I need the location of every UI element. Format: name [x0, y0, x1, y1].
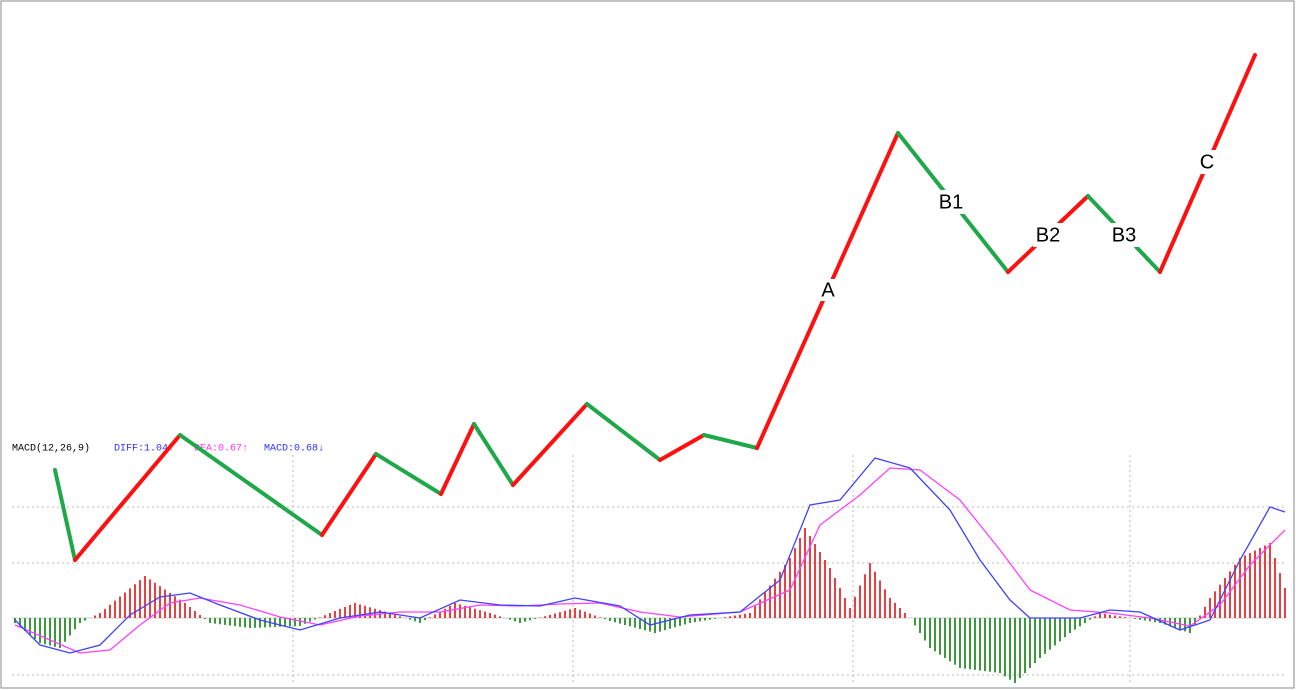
- wave-segment: [439, 422, 476, 496]
- wave-segment: [585, 402, 662, 462]
- wave-label: B1: [939, 191, 963, 213]
- wave-label: B3: [1112, 224, 1136, 246]
- wave-segment: [511, 402, 589, 487]
- wave-segment: [658, 433, 706, 462]
- label-bg: [1196, 150, 1218, 174]
- wave-segment: [374, 452, 443, 496]
- label-bg: [936, 190, 966, 214]
- indicator-name: MACD(12,26,9): [12, 443, 90, 455]
- wave-segment: [53, 468, 77, 562]
- diff-label: DIFF:1.04↑: [114, 444, 174, 455]
- wave-label: B2: [1036, 224, 1060, 246]
- wave-label: A: [821, 279, 835, 301]
- wave-segment: [702, 433, 759, 450]
- diff-line: [14, 457, 1286, 654]
- label-bg: [1109, 223, 1139, 247]
- label-bg: [816, 279, 840, 301]
- dea-line: [14, 467, 1286, 654]
- macd-label: MACD:0.68↓: [264, 444, 324, 455]
- indicator-label: MACD(12,26,9) DIFF:1.04↑ DEA:0.67↑ MACD:…: [12, 443, 324, 455]
- wave-segment: [472, 422, 515, 487]
- wave-segment: [178, 433, 324, 537]
- wave-label: C: [1200, 151, 1214, 173]
- macd-histogram: [14, 528, 1286, 683]
- dea-label: DEA:0.67↑: [194, 444, 248, 455]
- wave-segment: [73, 433, 182, 562]
- label-bg: [1033, 223, 1063, 247]
- wave-labels: A B1 B2 B3 C: [816, 150, 1218, 301]
- wave-segment: [320, 452, 378, 537]
